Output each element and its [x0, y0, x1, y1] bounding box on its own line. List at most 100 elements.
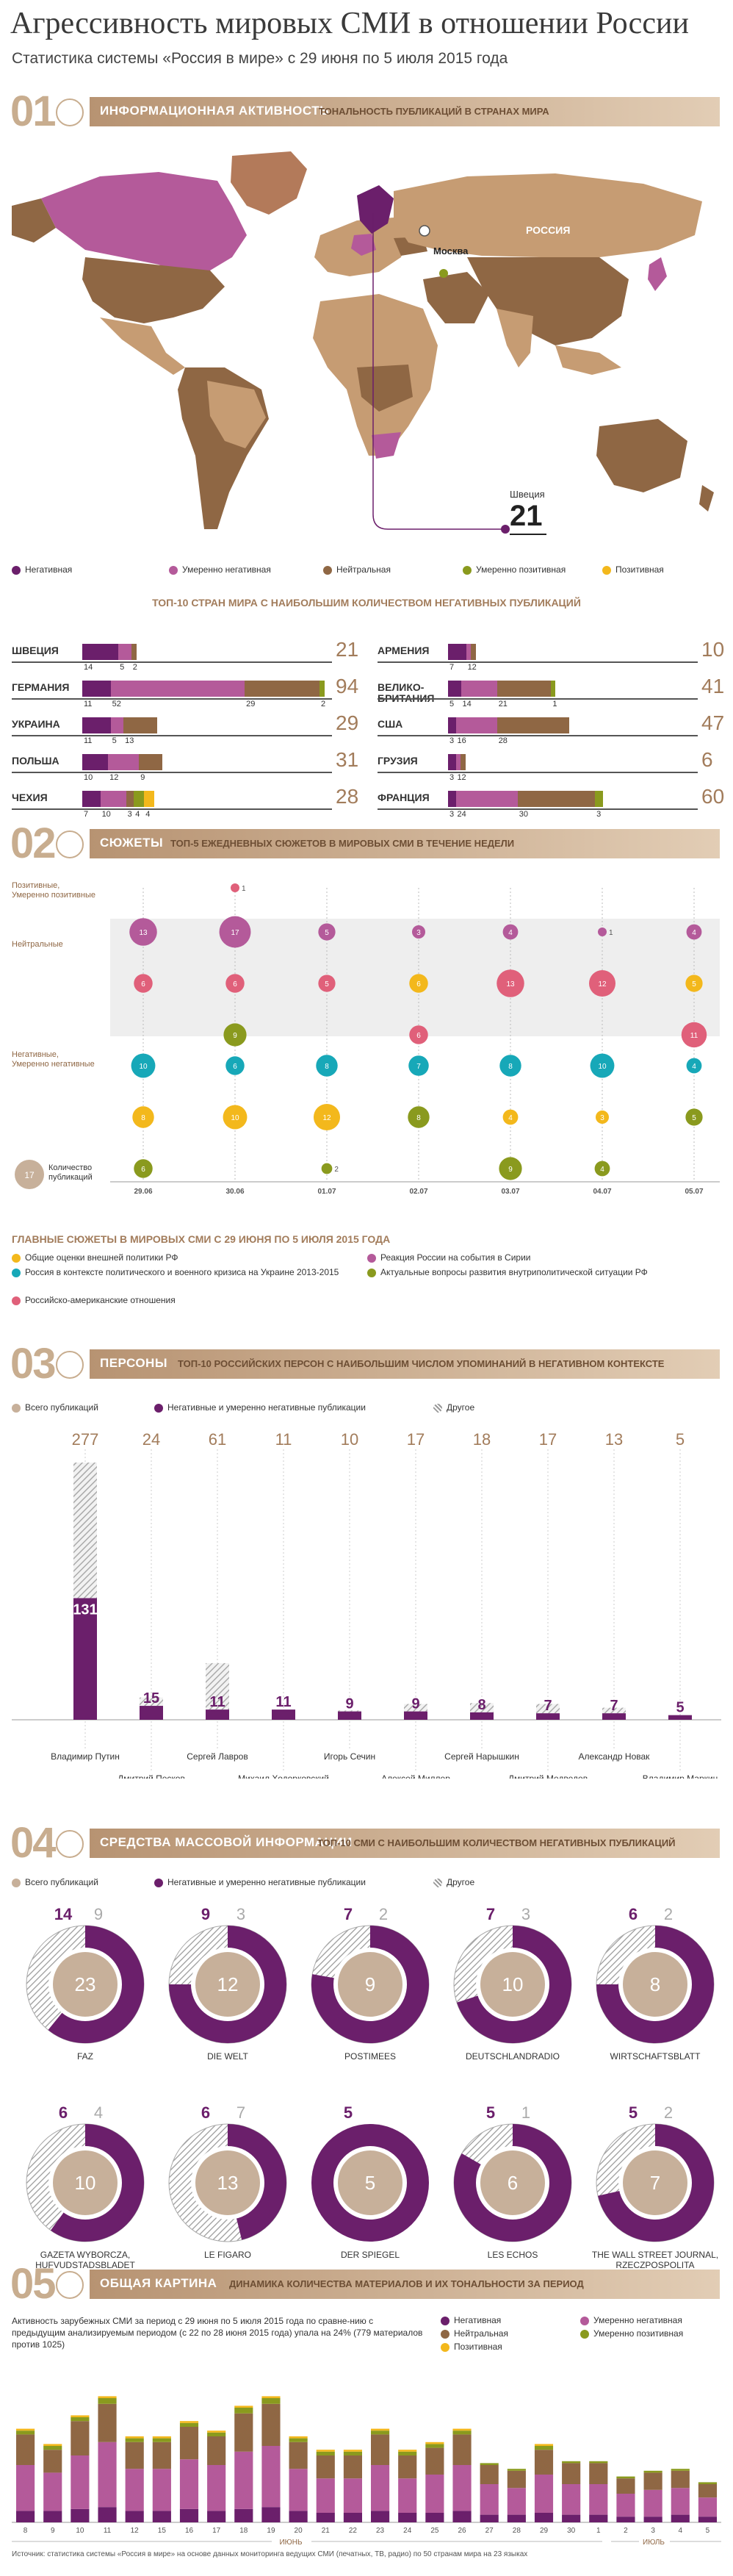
dynamics-bar-segment [71, 2508, 90, 2522]
country-segment-label: 1 [467, 663, 472, 672]
country-segment-label: 7 [84, 810, 89, 819]
country-segment-label: 28 [498, 736, 508, 745]
top10-countries-title: ТОП-10 СТРАН МИРА С НАИБОЛЬШИМ КОЛИЧЕСТВ… [152, 597, 581, 609]
section4-label: СРЕДСТВА МАССОВОЙ ИНФОРМАЦИИ [100, 1835, 353, 1849]
map-caucasus [439, 269, 448, 278]
topic-bubble [231, 883, 239, 892]
callout-underline [510, 534, 546, 535]
country-underline [12, 698, 332, 700]
country-segment [110, 717, 124, 733]
topic-legend-item: Россия в контексте политического и военн… [12, 1267, 350, 1277]
dynamics-bar-segment [98, 2507, 117, 2522]
dynamics-bar-segment [234, 2408, 253, 2414]
topic-bubble [318, 923, 336, 941]
section4-sublabel: ТОП-10 СМИ С НАИБОЛЬШИМ КОЛИЧЕСТВОМ НЕГА… [317, 1837, 676, 1848]
topic-bubble [681, 1022, 707, 1048]
topic-bubble [409, 1025, 428, 1044]
section5-bar: ОБЩАЯ КАРТИНА ДИНАМИКА КОЛИЧЕСТВА МАТЕРИ… [90, 2270, 720, 2299]
dynamics-bar-segment [16, 2428, 35, 2431]
dynamics-bar-segment [480, 2514, 499, 2522]
person-negative-bar [536, 1713, 560, 1720]
country-segment-label: 2 [320, 700, 326, 708]
person-total-label: 10 [341, 1430, 358, 1449]
topic-bubble-label: 3 [416, 929, 421, 937]
dynamics-bar-segment [371, 2434, 390, 2465]
person-icon [56, 1351, 84, 1379]
media-other-label: 1 [521, 2103, 530, 2122]
person-negative-label: 131 [73, 1601, 97, 1618]
media-total-label: 5 [365, 2172, 375, 2194]
legend-label: Всего публикаций [25, 1877, 98, 1887]
legend-dot [323, 565, 332, 575]
section3-header: 03 ПЕРСОНЫ ТОП-10 РОССИЙСКИХ ПЕРСОН С НА… [0, 1340, 733, 1388]
media-negative-label: 9 [201, 1905, 210, 1923]
country-total: 29 [336, 711, 359, 734]
dynamics-bar-segment [643, 2489, 662, 2517]
dynamics-bar-segment [616, 2494, 635, 2517]
person-negative-bar [206, 1709, 229, 1720]
dynamics-bar-segment [398, 2451, 417, 2455]
country-name: ШВЕЦИЯ [12, 645, 59, 656]
country-segment [126, 791, 134, 807]
country-row: ПОЛЬША 10 12 9 31 [12, 748, 358, 786]
person-name: Алексей Миллер [381, 1773, 450, 1779]
dynamics-legend-dot [441, 2316, 449, 2325]
person-other-bar [470, 1703, 494, 1712]
dynamics-bar-segment [589, 2514, 608, 2522]
legend-count-label-line: публикаций [48, 1173, 93, 1182]
dynamics-bar-segment [289, 2469, 308, 2511]
person-name: Дмитрий Песков [118, 1773, 185, 1779]
dynamics-bar-segment [316, 2455, 335, 2479]
media-other-label: 3 [521, 1905, 530, 1923]
map-brazil [207, 381, 266, 448]
topics-list-title: ГЛАВНЫЕ СЮЖЕТЫ В МИРОВЫХ СМИ С 29 ИЮНЯ П… [12, 1233, 391, 1245]
map-central-africa [357, 365, 413, 412]
dynamics-bar-segment [452, 2428, 472, 2431]
dynamics-legend-item: Умеренно негативная [580, 2315, 682, 2325]
section5-number: 05 [10, 2260, 56, 2308]
person-other-bar [536, 1704, 560, 1714]
dynamics-bar-segment [425, 2447, 444, 2475]
topic-bubble-label: 12 [598, 980, 607, 989]
dynamics-bar-segment [16, 2511, 35, 2522]
legend-count-label: Количество публикаций [48, 1163, 93, 1182]
country-segment [82, 681, 111, 697]
topic-bubble [219, 916, 251, 948]
legend-dot [12, 1403, 21, 1413]
map-nz [699, 485, 714, 512]
dynamics-bar-segment [261, 2507, 281, 2522]
topic-row-label-line: Умеренно негативные [12, 1060, 95, 1069]
date-tick-label: 05.07 [685, 1188, 703, 1196]
legend-item: Негативные и умеренно негативные публика… [154, 1402, 366, 1413]
topic-bubble [499, 1157, 522, 1180]
media-name-line: GAZETA WYBORCZA, [40, 2250, 130, 2260]
dynamics-bar-segment [643, 2472, 662, 2490]
dynamics-bar-segment [343, 2451, 362, 2455]
topic-bubble-label: 12 [322, 1114, 331, 1122]
person-total-label: 11 [275, 1430, 292, 1449]
dynamics-tick-label: 10 [76, 2527, 84, 2535]
country-underline [12, 772, 332, 773]
media-name: DIE WELT [207, 2051, 248, 2062]
topic-bubble [594, 1160, 610, 1177]
map-mexico [100, 317, 185, 375]
dynamics-bar-segment [125, 2511, 144, 2522]
media-total-label: 10 [75, 2172, 96, 2194]
country-segment-label: 4 [145, 810, 151, 819]
topic-bubble [499, 1055, 521, 1077]
dynamics-bar-segment [289, 2511, 308, 2522]
topic-bubble-label: 6 [416, 1032, 421, 1040]
legend-dot [463, 565, 472, 575]
person-negative-bar [404, 1711, 427, 1720]
topic-legend-label: Российско-американские отношения [25, 1295, 176, 1305]
dynamics-bar-segment [698, 2484, 717, 2498]
topic-row-label-line: Нейтральные [12, 940, 63, 949]
section5-sublabel: ДИНАМИКА КОЛИЧЕСТВА МАТЕРИАЛОВ И ИХ ТОНА… [229, 2278, 584, 2289]
country-segment [110, 681, 245, 697]
topic-bubble [595, 1110, 610, 1124]
dynamics-bar-segment [98, 2442, 117, 2508]
dynamics-bar-segment [562, 2514, 581, 2522]
media-name: DEUTSCHLANDRADIO [466, 2051, 560, 2062]
dynamics-bar-segment [234, 2413, 253, 2452]
dynamics-bar-segment [207, 2436, 226, 2465]
